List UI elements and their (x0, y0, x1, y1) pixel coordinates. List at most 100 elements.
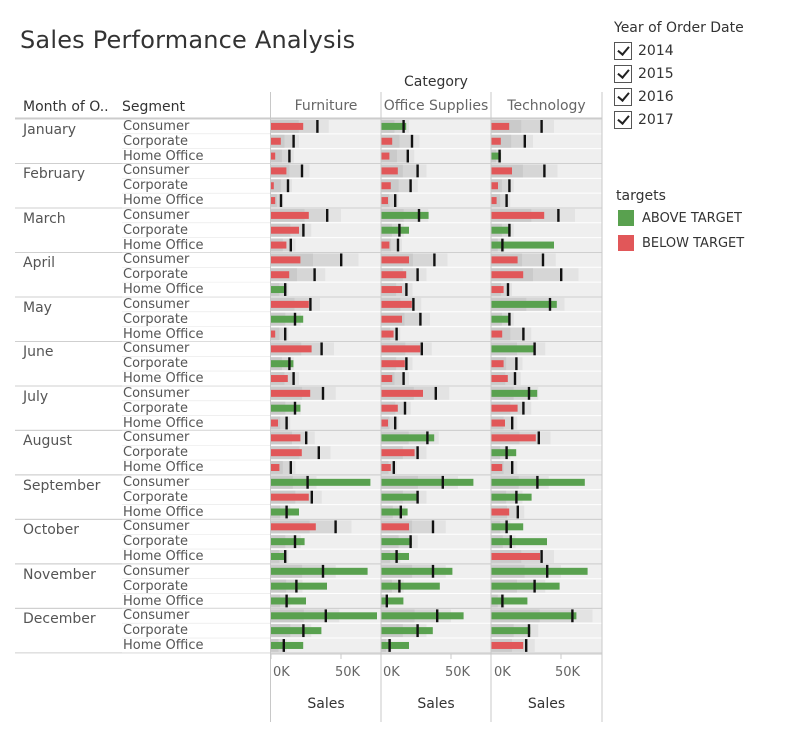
sales-bar-furniture-may-home-office[interactable] (271, 330, 276, 338)
checkbox-2014[interactable] (614, 42, 632, 60)
sales-bar-technology-february-consumer[interactable] (491, 167, 512, 175)
sales-bar-furniture-january-corporate[interactable] (271, 137, 281, 145)
sales-bar-office-supplies-october-home-office[interactable] (381, 552, 409, 560)
sales-bar-office-supplies-april-home-office[interactable] (381, 286, 402, 294)
sales-bar-office-supplies-march-home-office[interactable] (381, 241, 390, 249)
sales-bar-office-supplies-july-consumer[interactable] (381, 389, 423, 397)
sales-bar-technology-november-corporate[interactable] (491, 582, 560, 590)
sales-bar-office-supplies-january-corporate[interactable] (381, 137, 393, 145)
sales-bar-furniture-december-corporate[interactable] (271, 627, 322, 635)
sales-bar-furniture-november-corporate[interactable] (271, 582, 327, 590)
sales-bar-office-supplies-february-corporate[interactable] (381, 182, 391, 190)
checkbox-2016[interactable] (614, 88, 632, 106)
sales-bar-office-supplies-december-home-office[interactable] (381, 641, 409, 649)
year-filter-2015[interactable]: 2015 (614, 64, 674, 84)
sales-bar-technology-february-corporate[interactable] (491, 182, 498, 190)
sales-bar-technology-october-home-office[interactable] (491, 552, 540, 560)
legend-item-above-target[interactable]: ABOVE TARGET (618, 210, 742, 226)
sales-bar-furniture-june-consumer[interactable] (271, 345, 312, 353)
sales-bar-furniture-february-corporate[interactable] (271, 182, 274, 190)
sales-bar-technology-november-consumer[interactable] (491, 567, 588, 575)
sales-bar-office-supplies-january-home-office[interactable] (381, 152, 390, 160)
sales-bar-furniture-february-consumer[interactable] (271, 167, 287, 175)
sales-bar-technology-august-corporate[interactable] (491, 449, 517, 457)
sales-bar-technology-january-home-office[interactable] (491, 152, 501, 160)
sales-bar-furniture-august-consumer[interactable] (271, 434, 301, 442)
sales-bar-office-supplies-may-corporate[interactable] (381, 315, 402, 323)
sales-bar-technology-august-home-office[interactable] (491, 464, 503, 472)
sales-bar-technology-may-home-office[interactable] (491, 330, 503, 338)
sales-bar-office-supplies-october-corporate[interactable] (381, 538, 412, 546)
year-filter-2016[interactable]: 2016 (614, 87, 674, 107)
sales-bar-furniture-october-home-office[interactable] (271, 552, 285, 560)
sales-bar-technology-april-home-office[interactable] (491, 286, 504, 294)
sales-bar-furniture-january-home-office[interactable] (271, 152, 276, 160)
sales-bar-office-supplies-july-corporate[interactable] (381, 404, 398, 412)
sales-bar-technology-september-corporate[interactable] (491, 493, 532, 501)
sales-bar-technology-march-home-office[interactable] (491, 241, 554, 249)
sales-bar-office-supplies-august-consumer[interactable] (381, 434, 435, 442)
checkbox-2015[interactable] (614, 65, 632, 83)
sales-bar-technology-june-home-office[interactable] (491, 375, 508, 383)
sales-bar-technology-december-corporate[interactable] (491, 627, 531, 635)
sales-bar-office-supplies-may-home-office[interactable] (381, 330, 394, 338)
sales-bar-technology-june-consumer[interactable] (491, 345, 535, 353)
sales-bar-furniture-may-consumer[interactable] (271, 300, 309, 308)
sales-bar-office-supplies-june-corporate[interactable] (381, 360, 405, 368)
sales-bar-office-supplies-november-consumer[interactable] (381, 567, 453, 575)
sales-bar-office-supplies-november-corporate[interactable] (381, 582, 440, 590)
checkbox-2017[interactable] (614, 111, 632, 129)
sales-bar-technology-may-corporate[interactable] (491, 315, 510, 323)
sales-bar-furniture-september-corporate[interactable] (271, 493, 309, 501)
sales-bar-office-supplies-september-home-office[interactable] (381, 508, 408, 516)
sales-bar-technology-february-home-office[interactable] (491, 197, 497, 205)
sales-bar-furniture-july-corporate[interactable] (271, 404, 301, 412)
sales-bar-furniture-august-home-office[interactable] (271, 464, 280, 472)
sales-bar-technology-january-corporate[interactable] (491, 137, 501, 145)
sales-bar-technology-april-consumer[interactable] (491, 256, 518, 264)
sales-bar-office-supplies-september-corporate[interactable] (381, 493, 418, 501)
sales-bar-office-supplies-june-consumer[interactable] (381, 345, 421, 353)
sales-bar-furniture-october-consumer[interactable] (271, 523, 316, 531)
year-filter-2017[interactable]: 2017 (614, 110, 674, 130)
sales-bar-furniture-april-corporate[interactable] (271, 271, 290, 279)
sales-bar-office-supplies-february-home-office[interactable] (381, 197, 388, 205)
sales-bar-furniture-september-consumer[interactable] (271, 478, 371, 486)
sales-bar-furniture-august-corporate[interactable] (271, 449, 302, 457)
sales-bar-furniture-july-consumer[interactable] (271, 389, 311, 397)
sales-bar-technology-december-home-office[interactable] (491, 641, 524, 649)
sales-bar-furniture-december-consumer[interactable] (271, 612, 377, 620)
sales-bar-technology-november-home-office[interactable] (491, 597, 528, 605)
sales-bar-furniture-june-home-office[interactable] (271, 375, 288, 383)
sales-bar-office-supplies-april-corporate[interactable] (381, 271, 407, 279)
sales-bar-furniture-february-home-office[interactable] (271, 197, 276, 205)
sales-bar-furniture-june-corporate[interactable] (271, 360, 294, 368)
sales-bar-office-supplies-november-home-office[interactable] (381, 597, 404, 605)
sales-bar-furniture-march-corporate[interactable] (271, 226, 299, 234)
sales-bar-technology-july-consumer[interactable] (491, 389, 538, 397)
sales-bar-office-supplies-may-consumer[interactable] (381, 300, 412, 308)
sales-bar-furniture-september-home-office[interactable] (271, 508, 299, 516)
sales-bar-furniture-january-consumer[interactable] (271, 122, 304, 130)
sales-bar-technology-august-consumer[interactable] (491, 434, 536, 442)
sales-bar-furniture-november-consumer[interactable] (271, 567, 368, 575)
sales-bar-technology-july-corporate[interactable] (491, 404, 518, 412)
sales-bar-furniture-july-home-office[interactable] (271, 419, 278, 427)
sales-bar-technology-april-corporate[interactable] (491, 271, 524, 279)
sales-bar-office-supplies-september-consumer[interactable] (381, 478, 474, 486)
sales-bar-furniture-march-home-office[interactable] (271, 241, 287, 249)
sales-bar-furniture-november-home-office[interactable] (271, 597, 306, 605)
sales-bar-furniture-april-home-office[interactable] (271, 286, 287, 294)
sales-bar-furniture-october-corporate[interactable] (271, 538, 305, 546)
sales-bar-office-supplies-august-home-office[interactable] (381, 464, 391, 472)
year-filter-2014[interactable]: 2014 (614, 41, 674, 61)
legend-item-below-target[interactable]: BELOW TARGET (618, 235, 744, 251)
sales-bar-technology-june-corporate[interactable] (491, 360, 504, 368)
sales-bar-technology-july-home-office[interactable] (491, 419, 505, 427)
sales-bar-office-supplies-january-consumer[interactable] (381, 122, 407, 130)
sales-bar-office-supplies-june-home-office[interactable] (381, 375, 393, 383)
sales-bar-technology-may-consumer[interactable] (491, 300, 557, 308)
sales-bar-office-supplies-july-home-office[interactable] (381, 419, 388, 427)
sales-bar-technology-september-home-office[interactable] (491, 508, 510, 516)
sales-bar-office-supplies-february-consumer[interactable] (381, 167, 398, 175)
